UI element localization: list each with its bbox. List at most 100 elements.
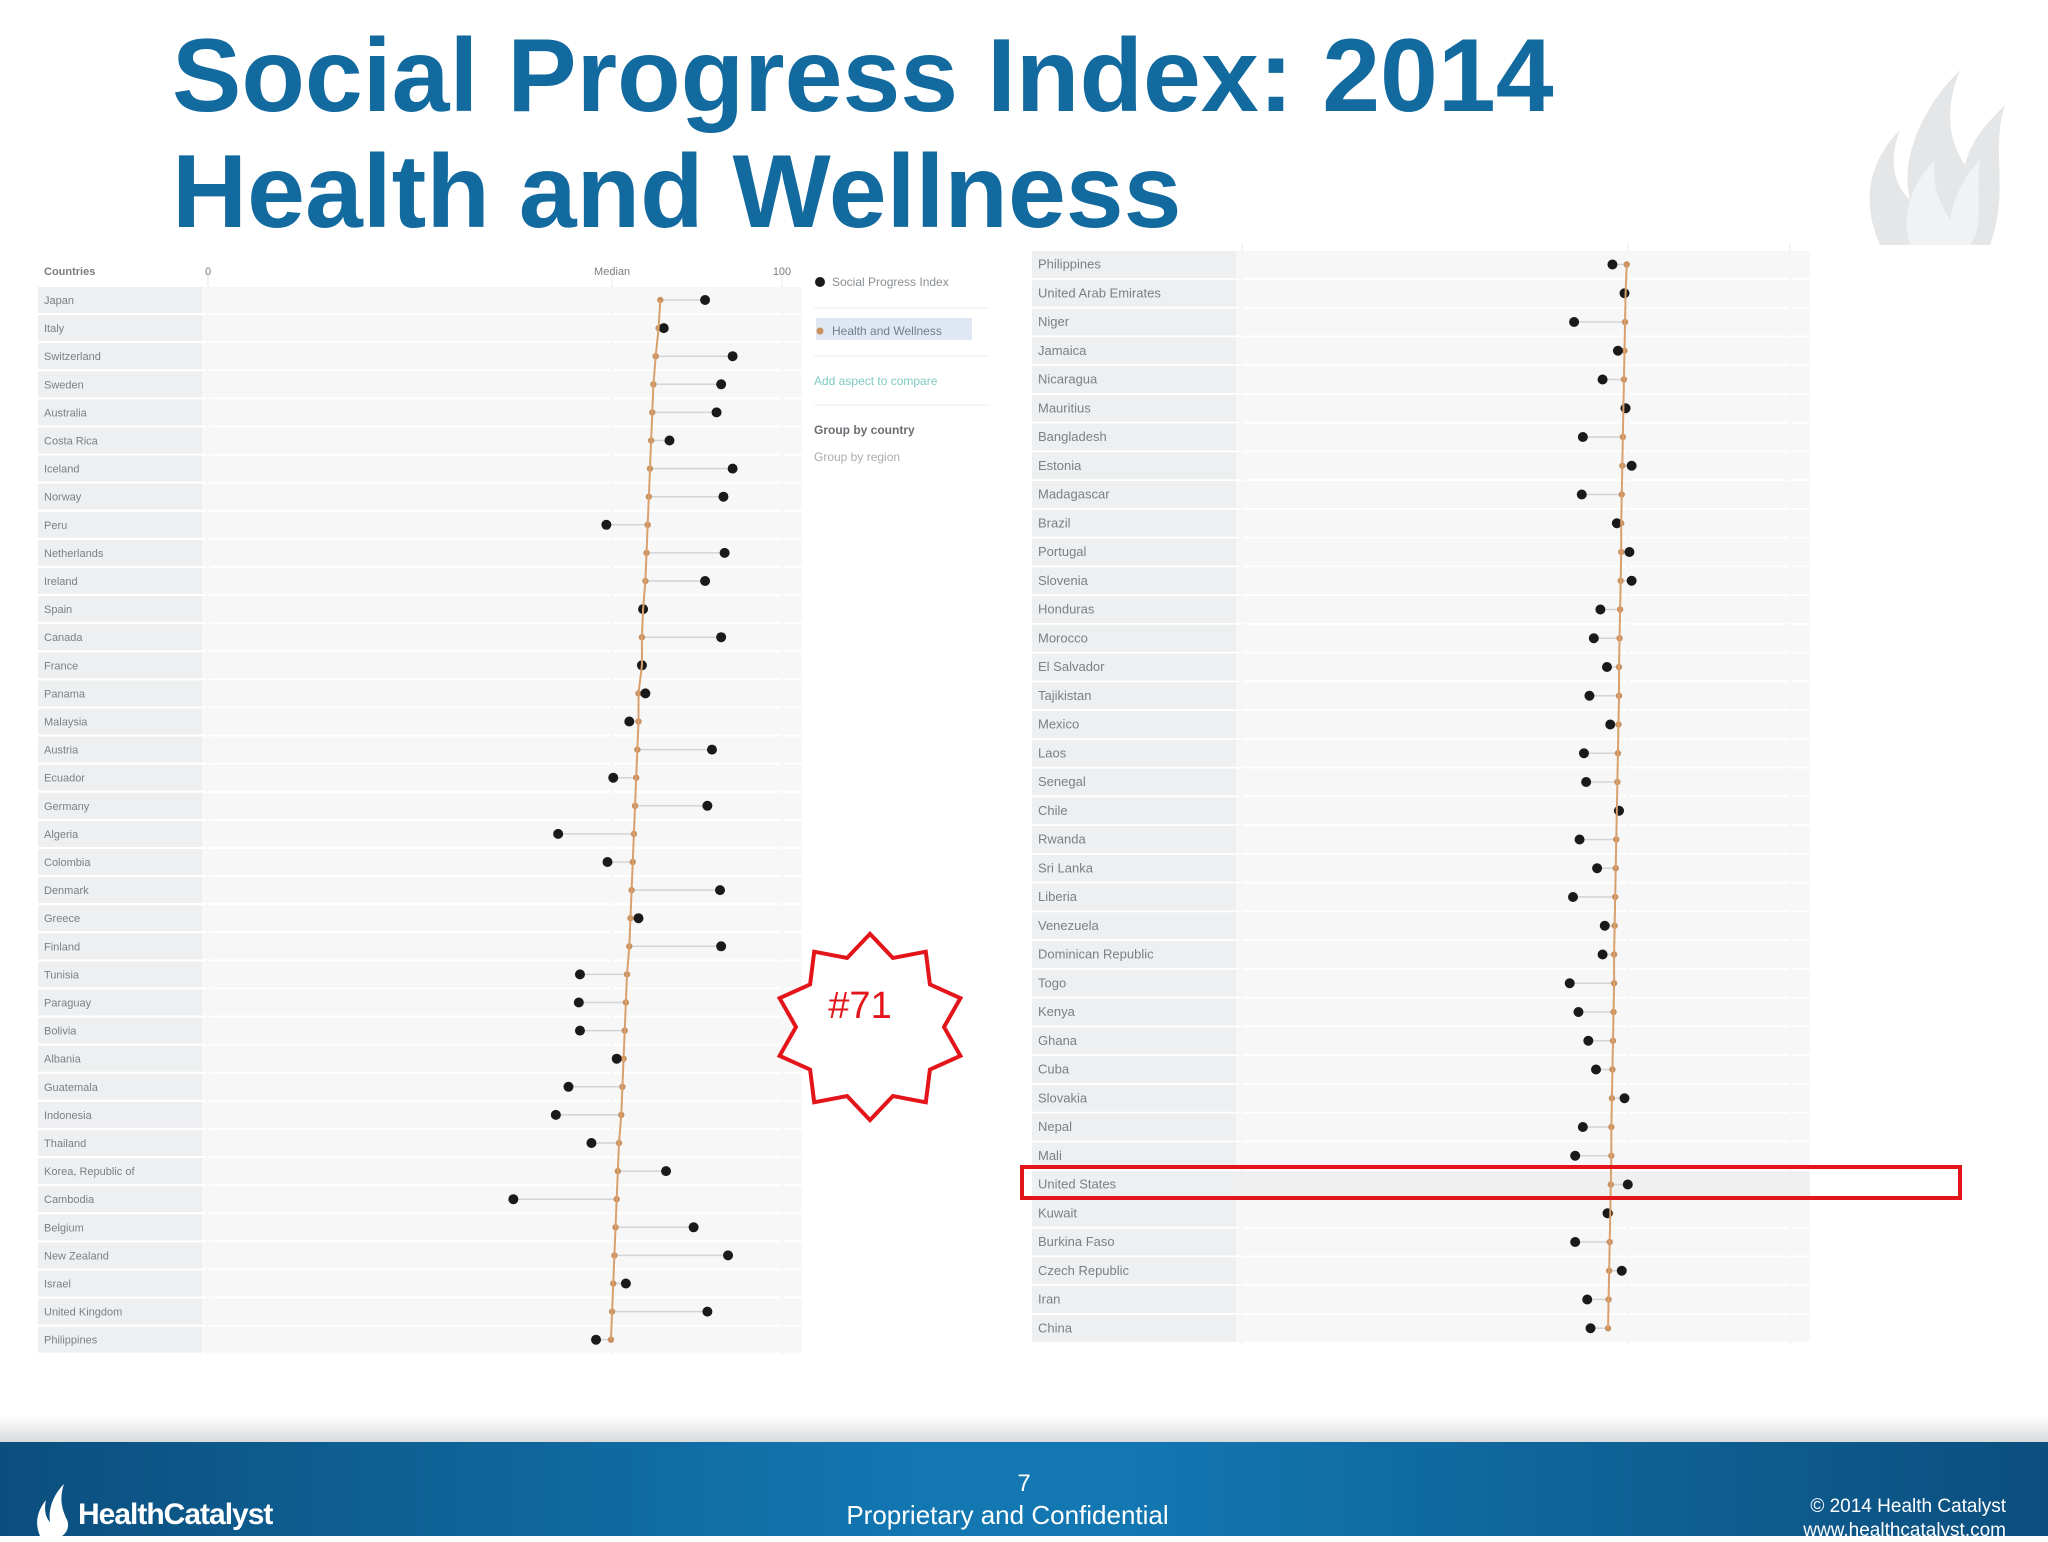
table-row[interactable] [1236,998,1810,1026]
table-row[interactable] [202,680,802,707]
table-row[interactable] [1236,826,1810,853]
spi-point[interactable] [1616,1265,1627,1276]
spi-point[interactable] [1605,719,1616,730]
spi-point[interactable] [573,997,584,1008]
table-row[interactable] [1236,1142,1810,1170]
spi-point[interactable] [1614,805,1625,816]
spi-point[interactable] [1599,920,1610,931]
spi-point[interactable] [602,857,613,867]
spi-point[interactable] [716,632,727,643]
table-row[interactable] [202,287,802,313]
spi-point[interactable] [1601,662,1612,672]
spi-point[interactable] [716,941,727,952]
spi-point[interactable] [608,772,619,783]
table-row[interactable] [202,905,802,932]
table-row[interactable] [1236,1027,1810,1055]
spi-point[interactable] [718,491,729,502]
table-row[interactable] [202,708,802,735]
legend-item-spi[interactable]: Social Progress Index [832,275,949,289]
table-row[interactable] [1236,481,1810,508]
spi-point[interactable] [550,1109,561,1120]
spi-point[interactable] [1626,460,1637,471]
table-row[interactable] [1236,423,1810,451]
spi-point[interactable] [1592,863,1603,874]
table-row[interactable] [202,1214,802,1241]
spi-point[interactable] [715,885,726,896]
table-row[interactable] [1236,1113,1810,1141]
table-row[interactable] [202,511,802,538]
spi-point[interactable] [1611,518,1622,529]
spi-point[interactable] [658,323,669,334]
spi-point[interactable] [1624,547,1635,557]
table-row[interactable] [1236,596,1810,623]
table-row[interactable] [202,1017,802,1044]
table-row[interactable] [1236,567,1810,595]
table-row[interactable] [1236,941,1810,968]
spi-point[interactable] [702,1306,713,1317]
spi-point[interactable] [727,463,738,474]
spi-point[interactable] [1567,892,1578,902]
table-row[interactable] [1236,509,1810,537]
table-row[interactable] [1236,739,1810,767]
table-row[interactable] [202,1045,802,1072]
spi-point[interactable] [574,969,585,980]
table-row[interactable] [1236,1084,1810,1112]
spi-point[interactable] [1573,1007,1584,1017]
spi-point[interactable] [624,716,635,727]
table-row[interactable] [1236,366,1810,393]
spi-point[interactable] [1597,374,1608,385]
spi-point[interactable] [700,295,711,305]
legend-item-health[interactable]: Health and Wellness [832,324,942,338]
table-row[interactable] [1236,1056,1810,1083]
spi-point[interactable] [1597,949,1608,960]
table-row[interactable] [1236,452,1810,480]
group-by-country-option[interactable]: Group by country [814,423,915,437]
spi-point[interactable] [1595,604,1606,615]
table-row[interactable] [202,1073,802,1100]
spi-point[interactable] [1576,489,1587,500]
spi-point[interactable] [563,1081,574,1092]
table-row[interactable] [1236,1286,1810,1313]
table-row[interactable] [202,652,802,679]
spi-point[interactable] [1626,575,1637,586]
spi-point[interactable] [688,1222,699,1233]
table-row[interactable] [1236,624,1810,652]
table-row[interactable] [1236,912,1810,940]
spi-point[interactable] [633,913,644,924]
group-by-region-option[interactable]: Group by region [814,450,900,464]
spi-point[interactable] [1619,1093,1630,1104]
spi-point[interactable] [591,1334,602,1345]
spi-point[interactable] [1569,317,1580,327]
spi-point[interactable] [719,547,730,558]
table-row[interactable] [202,764,802,791]
table-row[interactable] [202,1186,802,1213]
table-row[interactable] [1236,711,1810,738]
table-row[interactable] [1236,394,1810,422]
table-row[interactable] [1236,538,1810,566]
spi-point[interactable] [1570,1237,1581,1247]
spi-point[interactable] [1570,1150,1581,1161]
table-row[interactable] [1236,1257,1810,1285]
spi-point[interactable] [1622,1179,1633,1190]
table-row[interactable] [1236,279,1810,307]
spi-point[interactable] [1585,1323,1596,1334]
spi-point[interactable] [1612,345,1623,356]
table-row[interactable] [1236,768,1810,796]
table-row[interactable] [1236,1314,1810,1342]
table-row[interactable] [202,961,802,988]
table-row[interactable] [202,820,802,847]
website-link[interactable]: www.healthcatalyst.com [1803,1520,2006,1541]
spi-point[interactable] [1620,403,1631,414]
spi-point[interactable] [1577,1122,1588,1132]
table-row[interactable] [1236,1228,1810,1256]
spi-point[interactable] [1588,633,1599,644]
table-row[interactable] [202,1270,802,1297]
table-row[interactable] [1236,653,1810,681]
table-row[interactable] [1236,1199,1810,1227]
spi-point[interactable] [553,828,564,839]
spi-point[interactable] [661,1166,672,1177]
spi-point[interactable] [711,407,722,418]
spi-point[interactable] [716,379,727,390]
spi-point[interactable] [1564,978,1575,989]
table-row[interactable] [1236,1171,1810,1198]
